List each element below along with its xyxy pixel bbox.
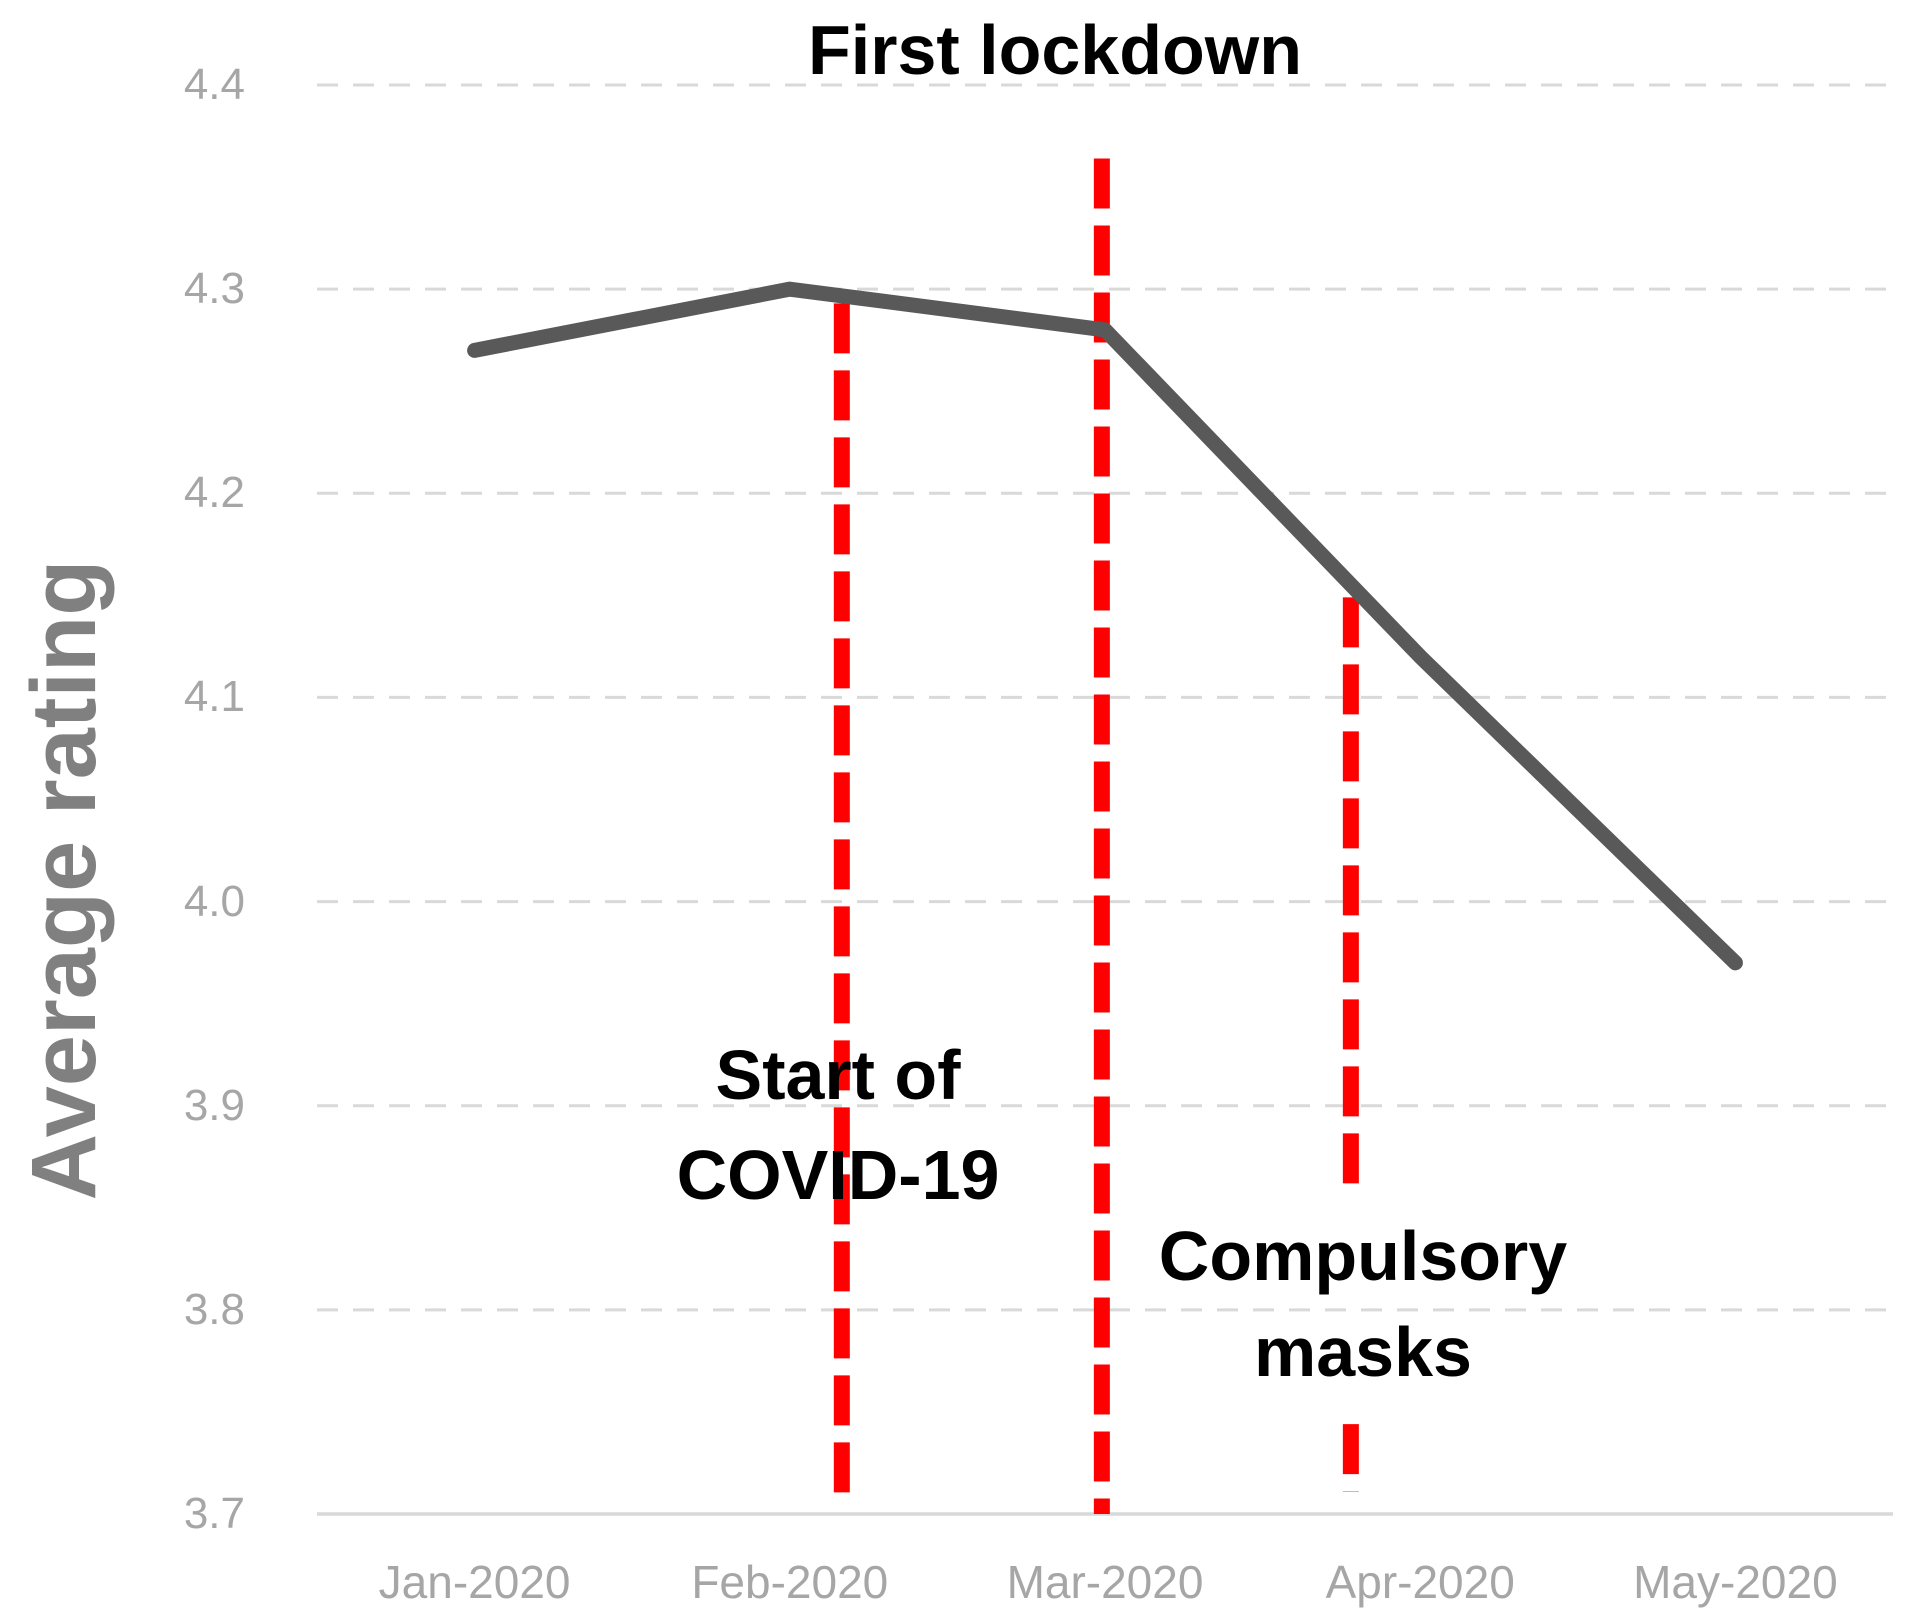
rating-line: [467, 281, 1743, 971]
y-tick-label: 4.4: [183, 60, 245, 109]
annotation-label: Compulsory masks: [1159, 1208, 1567, 1400]
x-tick-label: Feb-2020: [691, 1556, 889, 1608]
annotation-line: masks: [1254, 1313, 1472, 1391]
annotation-line: COVID-19: [676, 1136, 1000, 1214]
annotation-label: Start of COVID-19: [677, 1025, 1000, 1225]
annotation-line: Start of: [715, 1036, 961, 1114]
y-tick-label: 4.0: [183, 876, 245, 926]
y-tick-label: 4.2: [183, 468, 245, 518]
y-tick-label: 4.1: [183, 672, 245, 722]
x-tick-label: Mar-2020: [1006, 1556, 1204, 1608]
y-tick-label: 3.9: [183, 1080, 245, 1130]
y-tick-label: 3.7: [183, 1489, 245, 1538]
annotation-line: Compulsory: [1158, 1217, 1568, 1295]
chart-title: First lockdown: [808, 11, 1302, 89]
y-tick-label: 4.3: [183, 264, 245, 314]
x-tick-label: May-2020: [1633, 1556, 1838, 1608]
x-tick-label: Jan-2020: [378, 1556, 571, 1608]
x-tick-label: Apr-2020: [1325, 1556, 1515, 1608]
y-tick-label: 3.8: [183, 1284, 245, 1334]
